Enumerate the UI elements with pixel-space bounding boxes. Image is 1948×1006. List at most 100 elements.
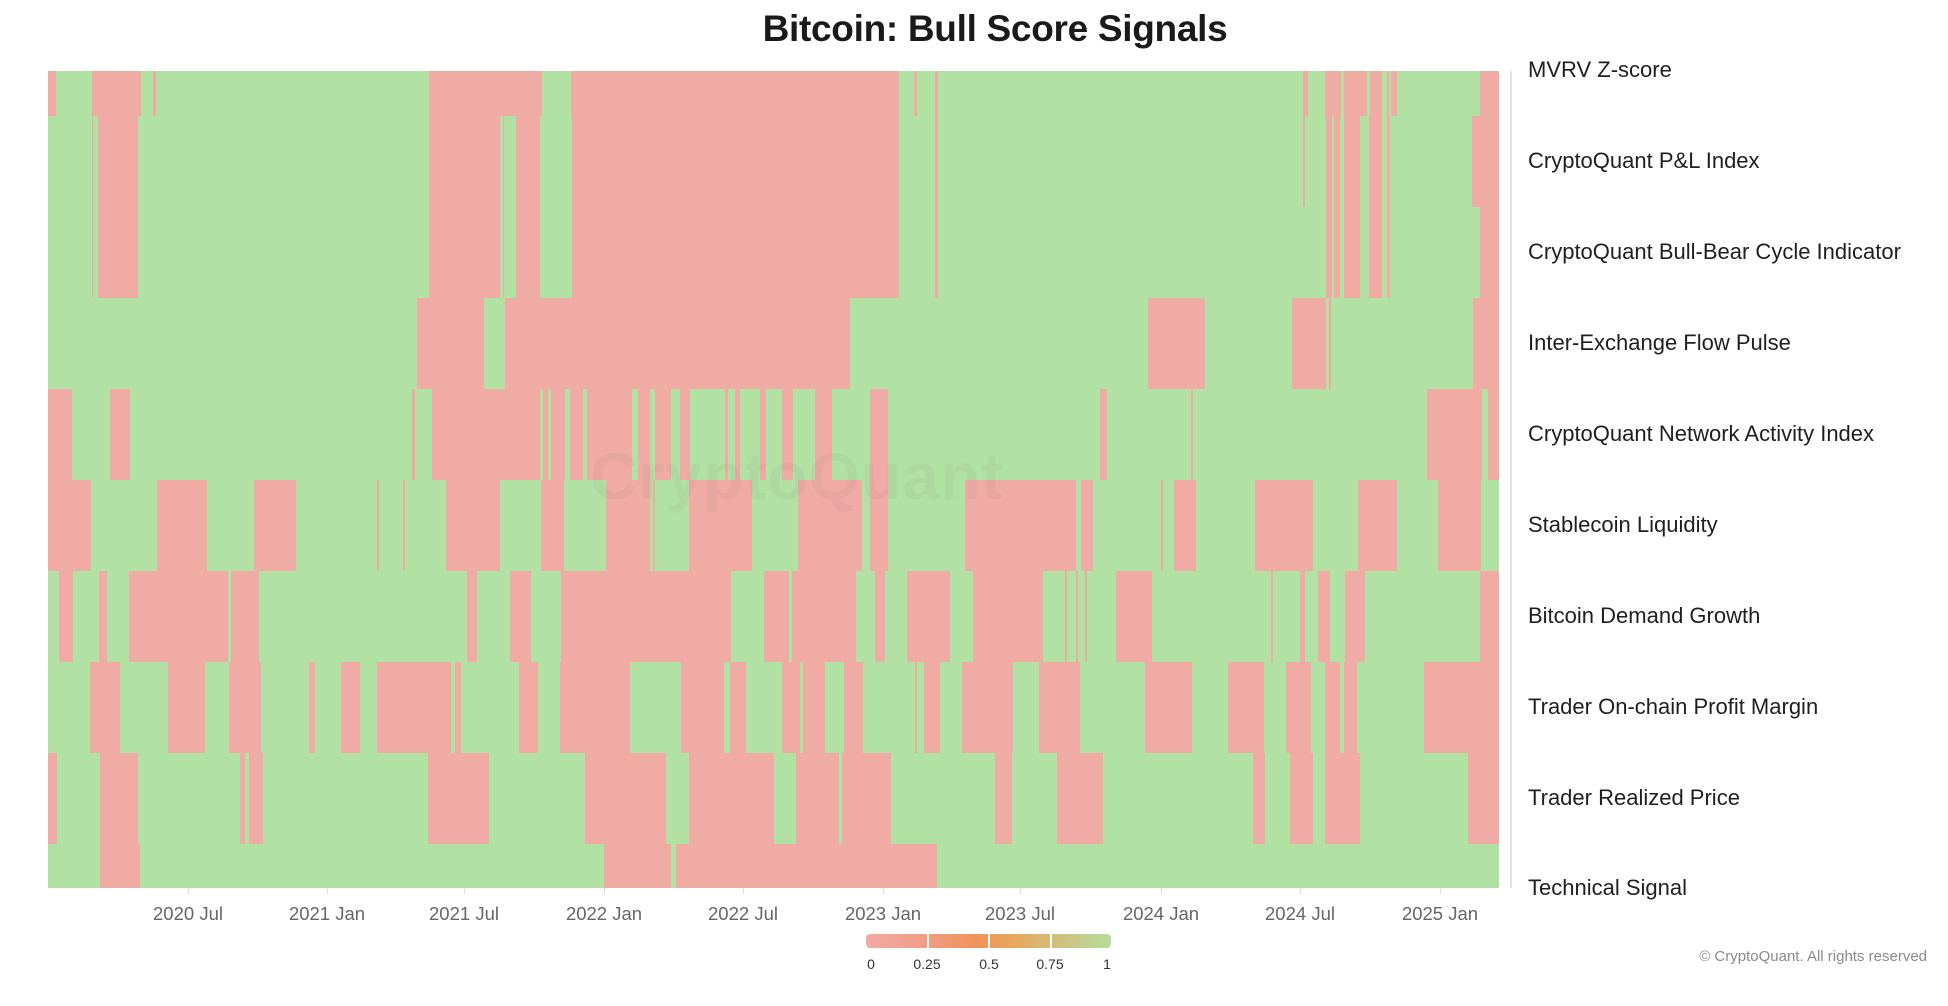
heatmap-row[interactable] <box>48 116 1499 207</box>
colorscale-tick-label: 0 <box>867 956 875 972</box>
bearish-segment <box>48 71 56 116</box>
bearish-segment <box>1325 662 1340 753</box>
bearish-segment <box>1191 389 1193 480</box>
bearish-segment <box>1065 571 1067 662</box>
heatmap-row[interactable] <box>48 662 1499 753</box>
bearish-segment <box>1344 116 1360 207</box>
x-tick-mark <box>1161 888 1162 894</box>
x-tick-mark <box>1020 888 1021 894</box>
bearish-segment <box>764 571 789 662</box>
bearish-segment <box>924 662 940 753</box>
heatmap-row[interactable] <box>48 844 1499 888</box>
heatmap-plot-area[interactable]: CryptoQuant <box>48 71 1499 888</box>
bearish-segment <box>98 116 138 207</box>
bearish-segment <box>503 116 504 207</box>
bearish-segment <box>429 116 500 207</box>
x-tick-label: 2023 Jan <box>844 903 922 924</box>
bearish-segment <box>870 480 888 571</box>
bearish-segment <box>730 662 746 753</box>
bearish-segment <box>1480 71 1499 116</box>
bearish-segment <box>153 71 156 116</box>
bearish-segment <box>655 389 671 480</box>
bearish-segment <box>560 662 630 753</box>
bearish-segment <box>1325 753 1360 844</box>
bearish-segment <box>110 389 130 480</box>
bearish-segment <box>1424 662 1499 753</box>
bearish-segment <box>100 844 140 888</box>
bearish-segment <box>168 662 205 753</box>
bearish-segment <box>1334 116 1340 207</box>
bearish-segment <box>935 207 938 298</box>
bearish-segment <box>1228 662 1264 753</box>
bearish-segment <box>815 389 832 480</box>
bearish-segment <box>798 480 862 571</box>
bearish-segment <box>1271 571 1273 662</box>
colorscale-separator <box>988 934 990 948</box>
bearish-segment <box>403 480 405 571</box>
bearish-segment <box>541 480 564 571</box>
bearish-segment <box>1468 753 1499 844</box>
bearish-segment <box>962 662 1013 753</box>
bearish-segment <box>92 116 93 207</box>
bearish-segment <box>1391 71 1397 116</box>
bearish-segment <box>254 480 296 571</box>
x-tick-label: 2024 Jan <box>1122 903 1200 924</box>
bearish-segment <box>689 753 774 844</box>
bearish-segment <box>432 389 540 480</box>
heatmap-row[interactable] <box>48 571 1499 662</box>
heatmap-row[interactable] <box>48 298 1499 389</box>
y-axis-label: CryptoQuant P&L Index <box>1528 148 1760 173</box>
bearish-segment <box>1387 207 1390 298</box>
bearish-segment <box>48 753 57 844</box>
bearish-segment <box>543 389 548 480</box>
bearish-segment <box>1344 662 1357 753</box>
bearish-segment <box>965 480 1076 571</box>
bearish-segment <box>587 389 632 480</box>
bearish-segment <box>1148 298 1205 389</box>
bearish-segment <box>680 389 690 480</box>
bearish-segment <box>870 389 888 480</box>
bearish-segment <box>1116 571 1152 662</box>
x-tick-label: 2022 Jul <box>708 903 778 924</box>
bearish-segment <box>1480 207 1499 298</box>
x-tick-label: 2021 Jul <box>429 903 499 924</box>
x-tick-label: 2022 Jan <box>565 903 643 924</box>
bearish-segment <box>92 207 93 298</box>
bearish-segment <box>98 207 138 298</box>
heatmap-row[interactable] <box>48 480 1499 571</box>
x-tick-label: 2020 Jul <box>153 903 223 924</box>
bearish-segment <box>59 571 73 662</box>
bearish-segment <box>231 571 259 662</box>
bearish-segment <box>1039 662 1080 753</box>
bearish-segment <box>914 71 917 116</box>
y-axis-label: Inter-Exchange Flow Pulse <box>1528 330 1791 355</box>
bearish-segment <box>341 662 360 753</box>
bearish-segment <box>735 389 740 480</box>
heatmap-row[interactable] <box>48 389 1499 480</box>
heatmap-row[interactable] <box>48 71 1499 116</box>
bearish-segment <box>1344 71 1367 116</box>
bearish-segment <box>377 480 379 571</box>
bearish-segment <box>48 480 91 571</box>
bearish-segment <box>585 753 666 844</box>
heatmap-row[interactable] <box>48 207 1499 298</box>
heatmap-row[interactable] <box>48 753 1499 844</box>
bearish-segment <box>689 480 752 571</box>
x-tick-label: 2025 Jan <box>1401 903 1479 924</box>
bearish-segment <box>99 571 107 662</box>
bearish-segment <box>455 662 461 753</box>
bearish-segment <box>792 571 856 662</box>
bearish-segment <box>1334 207 1340 298</box>
colorscale-tick-label: 1 <box>1103 956 1111 972</box>
bearish-segment <box>48 389 72 480</box>
bearish-segment <box>129 571 228 662</box>
bearish-segment <box>417 298 484 389</box>
colorscale-tick-label: 0.5 <box>979 956 999 972</box>
colorscale-separator <box>927 934 929 948</box>
bearish-segment <box>796 753 839 844</box>
bearish-segment <box>1329 298 1331 389</box>
bearish-segment <box>90 662 120 753</box>
bearish-segment <box>1326 207 1332 298</box>
bearish-segment <box>1253 753 1265 844</box>
bearish-segment <box>92 71 141 116</box>
